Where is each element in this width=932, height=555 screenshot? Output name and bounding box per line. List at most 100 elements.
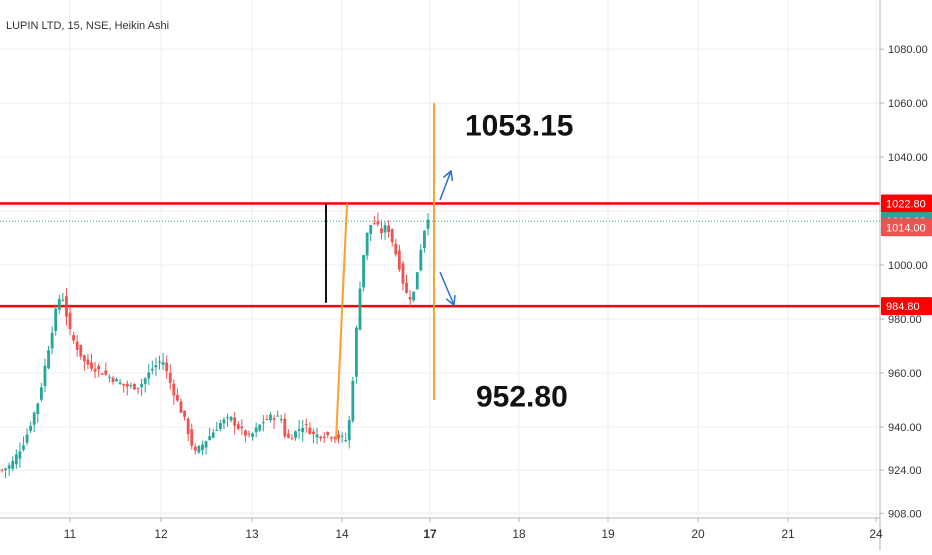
- candle-body: [108, 377, 111, 378]
- candle-body: [44, 366, 47, 386]
- candle-body: [412, 292, 415, 301]
- candle-body: [183, 411, 186, 417]
- y-tick-label: 1000.00: [888, 260, 928, 272]
- candle-body: [158, 362, 161, 363]
- candle-body: [165, 362, 168, 371]
- candle-body: [176, 395, 179, 401]
- candle-body: [215, 430, 218, 431]
- candle-body: [144, 378, 147, 384]
- candle-body: [273, 418, 276, 420]
- candle-body: [219, 423, 222, 429]
- candle-body: [172, 384, 175, 396]
- candle-body: [187, 419, 190, 434]
- candle-body: [69, 313, 72, 329]
- candle-body: [416, 272, 419, 289]
- candle-body: [40, 387, 43, 400]
- candle-body: [427, 220, 430, 229]
- candle-body: [65, 296, 68, 316]
- candle-body: [255, 428, 258, 433]
- candle-body: [180, 401, 183, 412]
- candle-body: [269, 415, 272, 421]
- candle-body: [112, 378, 115, 382]
- candle-body: [230, 417, 233, 421]
- candle-body: [133, 384, 136, 389]
- candle-body: [337, 434, 340, 438]
- y-tick-label: 1060.00: [888, 98, 928, 110]
- candle-body: [291, 438, 294, 439]
- candle-body: [97, 366, 100, 370]
- y-tick-label: 908.00: [888, 508, 922, 520]
- candle-body: [201, 445, 204, 451]
- candle-body: [36, 403, 39, 414]
- candle-body: [276, 416, 279, 417]
- candle-body: [287, 434, 290, 438]
- x-tick-label: 17: [423, 527, 437, 541]
- candle-body: [8, 465, 11, 468]
- candle-body: [391, 229, 394, 242]
- candle-body: [72, 335, 75, 340]
- candle-body: [101, 374, 104, 375]
- candle-body: [33, 413, 36, 425]
- candle-body: [122, 384, 125, 386]
- candlestick-series: [1, 213, 430, 479]
- candle-body: [344, 440, 347, 441]
- candle-body: [398, 250, 401, 269]
- candle-body: [387, 226, 390, 233]
- candle-body: [258, 425, 261, 431]
- candle-body: [266, 419, 269, 420]
- candle-body: [147, 373, 150, 379]
- candle-body: [226, 417, 229, 418]
- candle-body: [376, 221, 379, 224]
- x-tick-label: 12: [154, 527, 168, 541]
- candle-body: [262, 422, 265, 423]
- grid: [0, 0, 880, 518]
- candle-body: [409, 297, 412, 299]
- candle-body: [326, 432, 329, 435]
- candle-body: [366, 233, 369, 256]
- candle-body: [61, 300, 64, 301]
- candle-body: [402, 263, 405, 283]
- candle-body: [240, 427, 243, 429]
- candle-body: [83, 355, 86, 361]
- candle-body: [380, 228, 383, 233]
- candle-body: [394, 244, 397, 255]
- candle-body: [18, 451, 21, 458]
- candle-body: [104, 370, 107, 374]
- candle-body: [11, 461, 14, 469]
- candle-body: [316, 434, 319, 437]
- candle-body: [29, 426, 32, 431]
- candle-body: [137, 388, 140, 389]
- candle-body: [47, 350, 50, 368]
- candle-body: [251, 434, 254, 437]
- candle-body: [155, 365, 158, 367]
- candle-body: [280, 419, 283, 420]
- candle-body: [305, 424, 308, 425]
- candle-body: [423, 231, 426, 248]
- x-tick-label: 14: [335, 527, 349, 541]
- candle-body: [384, 225, 387, 232]
- candle-body: [323, 437, 326, 438]
- candle-body: [26, 435, 29, 443]
- candle-body: [312, 432, 315, 434]
- candle-body: [79, 345, 82, 357]
- y-tick-label: 1080.00: [888, 44, 928, 56]
- candle-body: [151, 369, 154, 370]
- candle-body: [208, 436, 211, 440]
- candle-body: [22, 446, 25, 450]
- x-tick-label: 19: [601, 527, 615, 541]
- x-tick-label: 11: [64, 527, 77, 541]
- x-tick-label: 13: [245, 527, 259, 541]
- candle-body: [298, 429, 301, 431]
- annotation-lower-target: 952.80: [476, 380, 568, 413]
- candle-body: [359, 289, 362, 330]
- x-tick-label: 18: [512, 527, 526, 541]
- candle-body: [330, 438, 333, 439]
- candle-body: [162, 362, 165, 365]
- candle-body: [58, 299, 61, 309]
- candle-body: [4, 468, 7, 470]
- candle-body: [197, 446, 200, 452]
- candle-body: [140, 384, 143, 387]
- candle-body: [308, 428, 311, 434]
- horizontal-levels: [0, 204, 880, 307]
